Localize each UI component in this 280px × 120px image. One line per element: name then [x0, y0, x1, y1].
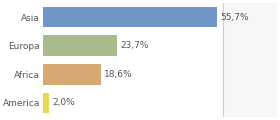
Text: 2,0%: 2,0% [52, 98, 75, 107]
Text: 23,7%: 23,7% [120, 41, 149, 50]
Bar [43, 64, 101, 85]
Text: 55,7%: 55,7% [220, 13, 249, 22]
Text: 18,6%: 18,6% [104, 70, 133, 79]
Bar [43, 35, 117, 56]
Bar [43, 7, 217, 27]
Bar [43, 93, 49, 113]
Bar [223, 3, 277, 117]
